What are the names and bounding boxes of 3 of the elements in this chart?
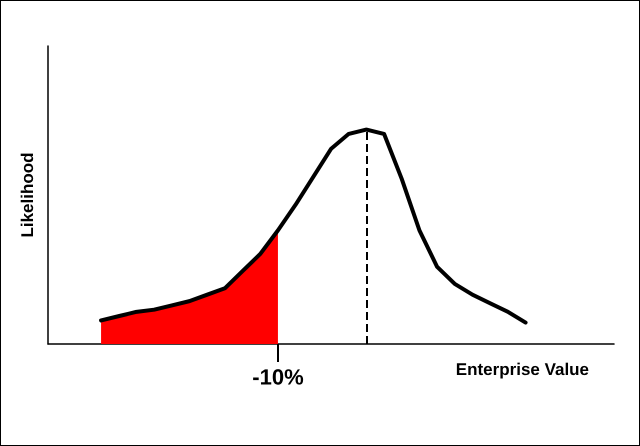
x-axis-title: Enterprise Value [456, 360, 590, 379]
text: -10% [252, 364, 304, 390]
y-axis-title: Likelihood [18, 152, 37, 238]
